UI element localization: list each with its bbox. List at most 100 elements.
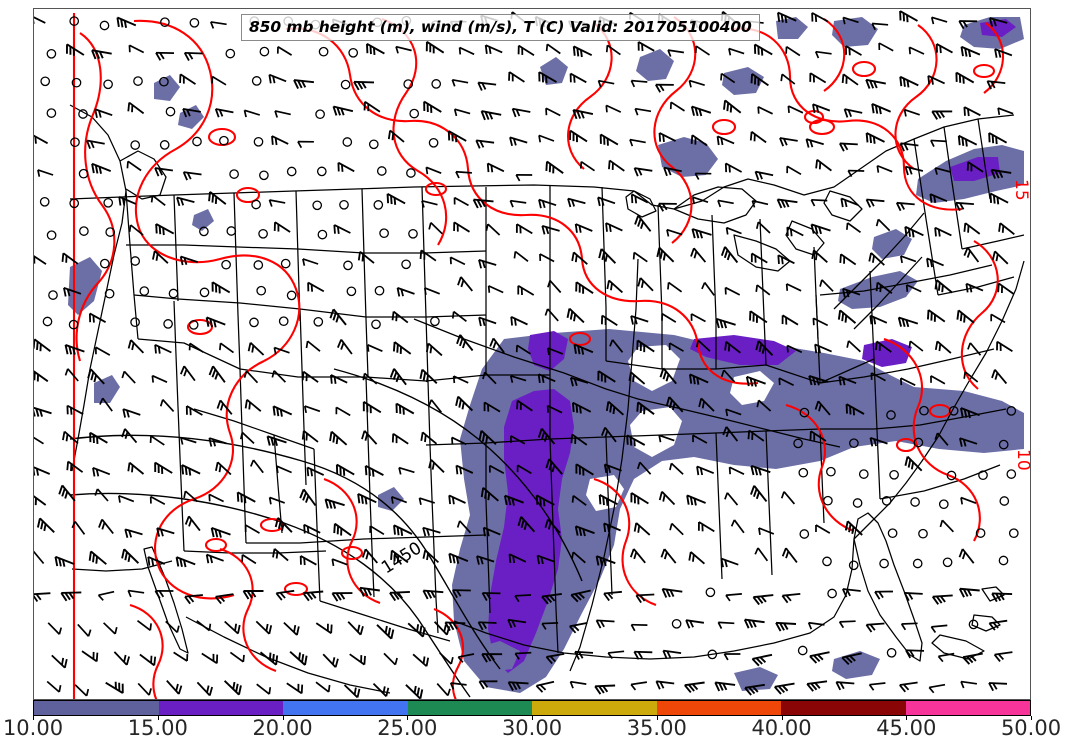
colorbar-tick-label: 20.00 [252, 716, 313, 740]
calm-wind-circle [942, 557, 953, 568]
calm-wind-circle [978, 470, 988, 481]
calm-wind-circle [849, 438, 859, 449]
calm-wind-circle [910, 497, 920, 507]
svg-text:10: 10 [1013, 449, 1030, 471]
calm-wind-circle-layer [39, 15, 1019, 660]
calm-wind-circle [189, 17, 200, 28]
calm-wind-circle [46, 108, 57, 118]
colorbar-tick-label: 10.00 [2, 716, 64, 740]
calm-wind-circle [286, 166, 297, 177]
calm-wind-circle [130, 256, 141, 266]
calm-wind-circle [163, 319, 173, 329]
calm-wind-circle [278, 316, 289, 327]
calm-wind-circle [858, 469, 869, 479]
calm-wind-circle [229, 169, 239, 179]
calm-wind-circle [316, 166, 327, 177]
colorbar-segment [532, 701, 657, 715]
colorbar-tick-label: 45.00 [876, 716, 937, 740]
calm-wind-circle [70, 137, 80, 148]
calm-wind-circle [133, 76, 143, 86]
calm-wind-circle [159, 140, 170, 150]
calm-wind-circle [199, 287, 210, 298]
colorbar-tick-labels: 10.00 15.00 20.00 25.00 30.00 35.00 40.00 45.00… [0, 716, 1065, 744]
colorbar-segment [407, 701, 532, 715]
calm-wind-circle [343, 260, 353, 271]
calm-wind-circle [403, 79, 414, 89]
calm-wind-circle [827, 588, 837, 599]
colorbar-tick [282, 716, 284, 720]
colorbar-tick-label: 40.00 [751, 716, 812, 740]
calm-wind-circle [852, 498, 863, 508]
calm-wind-circle [71, 77, 82, 88]
calm-wind-circle [139, 286, 150, 296]
calm-wind-circle [42, 316, 53, 327]
calm-wind-circle [371, 319, 381, 330]
calm-wind-circle [826, 466, 836, 477]
calm-wind-circle [39, 196, 50, 207]
calm-wind-circle [886, 410, 896, 420]
calm-wind-circle [199, 226, 209, 237]
calm-wind-circle [99, 20, 110, 31]
calm-wind-circle [999, 496, 1010, 506]
calm-wind-circle [221, 259, 231, 270]
calm-wind-circle [373, 200, 384, 210]
calm-wind-circle [78, 109, 88, 119]
colorbar-tick [781, 716, 783, 720]
calm-wind-circle [99, 258, 110, 269]
calm-wind-circle [408, 228, 418, 239]
calm-wind-circle [256, 285, 267, 296]
calm-wind-circle [912, 558, 923, 569]
calm-wind-circle [253, 136, 264, 147]
calm-wind-circle [340, 79, 351, 90]
calm-wind-circle [998, 555, 1009, 566]
calm-wind-circle [251, 76, 262, 86]
colorbar-tick [656, 716, 658, 720]
map-plot-area[interactable]: 1450 [33, 8, 1031, 700]
colorbar-tick-label: 30.00 [501, 716, 563, 740]
calm-wind-circle [258, 228, 268, 239]
calm-wind-circle [889, 469, 899, 480]
calm-wind-circle [799, 407, 810, 418]
calm-wind-circle [188, 320, 199, 330]
calm-wind-circle [431, 79, 442, 89]
calm-wind-circle [401, 259, 411, 270]
calm-wind-circle [346, 286, 357, 297]
calm-wind-circle [797, 645, 808, 656]
calm-wind-circle [879, 558, 889, 569]
calm-wind-circle [225, 48, 236, 59]
calm-wind-circle [707, 649, 718, 660]
calm-wind-circle [374, 285, 385, 296]
calm-wind-circle [312, 200, 323, 211]
calm-wind-circle [168, 288, 179, 299]
calm-wind-circle [159, 76, 169, 87]
calm-wind-circle [69, 16, 80, 26]
calm-wind-circle [103, 79, 113, 90]
calm-wind-circle [946, 470, 957, 481]
colorbar-segment [34, 701, 159, 715]
calm-wind-circle [130, 140, 141, 150]
calm-wind-circle [409, 108, 420, 119]
calm-wind-circle [938, 499, 949, 510]
calm-wind-circle [79, 226, 89, 236]
temperature-contour-layer [72, 13, 1005, 699]
calm-wind-circle [823, 495, 833, 506]
calm-wind-circle [1008, 528, 1019, 539]
calm-wind-circle [822, 556, 832, 567]
colorbar[interactable] [33, 700, 1032, 720]
calm-wind-circle [798, 467, 809, 478]
calm-wind-circle [886, 647, 897, 658]
calm-wind-circle [259, 46, 270, 57]
colorbar-ticks [33, 716, 1032, 726]
calm-wind-circle [68, 319, 79, 330]
calm-wind-circle [253, 260, 264, 270]
calm-wind-circle [280, 258, 291, 269]
map-title: 850 mb height (m), wind (m/s), T (C) Val… [241, 14, 760, 41]
calm-wind-circle [919, 405, 929, 416]
colorbar-gradient[interactable] [33, 700, 1031, 716]
calm-wind-circle [130, 317, 140, 328]
calm-wind-circle [40, 76, 51, 87]
calm-wind-circle [998, 439, 1009, 450]
calm-wind-circle [315, 109, 325, 120]
calm-wind-circle [881, 495, 892, 506]
